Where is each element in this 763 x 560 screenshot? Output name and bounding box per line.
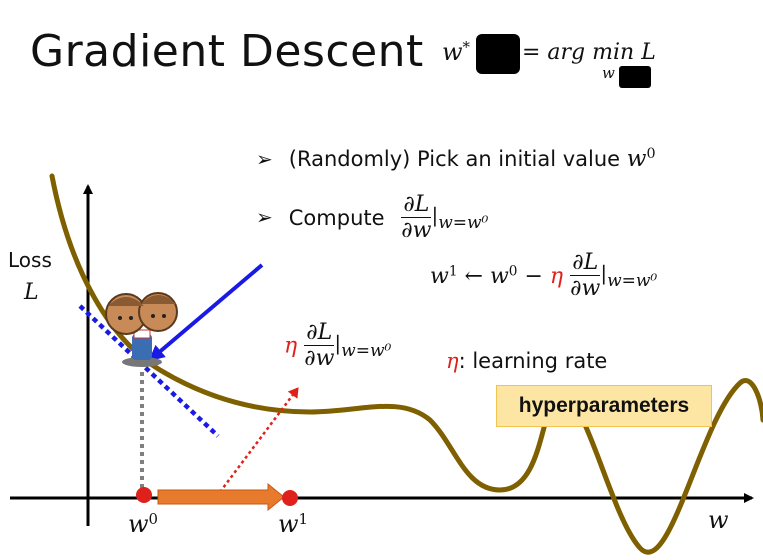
loss-curve (49, 173, 763, 555)
objective-rhs-prefix: = arg min (522, 40, 635, 65)
objective-rhs-var: L (641, 40, 656, 65)
compute-fraction: ∂L ∂w (401, 192, 432, 244)
x-axis-label: w (708, 506, 729, 534)
frac-num: ∂L (570, 250, 601, 277)
bullet-marker: ➢ (256, 147, 273, 171)
bullet-math-sup: 0 (646, 146, 656, 163)
w0-label-var: w (128, 510, 149, 539)
frac-den: ∂w (570, 276, 601, 302)
eval-sub: w=w⁰ (607, 270, 658, 291)
learning-rate-eta: η (446, 349, 459, 373)
step-label: η ∂L ∂w |w=w⁰ (284, 320, 391, 372)
frac-num: ∂L (401, 192, 432, 219)
step-fraction: ∂L ∂w (304, 320, 335, 372)
w1-label: w1 (278, 510, 308, 538)
update-fraction: ∂L ∂w (570, 250, 601, 302)
w1-label-sup: 1 (298, 510, 309, 528)
objective-under: w (602, 64, 615, 82)
w1-point (282, 490, 298, 506)
update-w0-sup: 0 (508, 263, 518, 280)
objective-lhs-sup: * (462, 38, 470, 56)
learning-rate-label: η: learning rate (446, 349, 607, 373)
frac-den: ∂w (401, 218, 432, 244)
update-w0: w (489, 263, 509, 289)
update-arrow: ← (464, 263, 483, 289)
frac-den: ∂w (304, 346, 335, 372)
objective-rhs: = arg min L (522, 40, 656, 65)
eval-sub: w=w⁰ (438, 212, 489, 233)
tangent-line (78, 304, 220, 438)
gradient-arrow (148, 263, 264, 362)
w0-label-sup: 0 (148, 510, 159, 528)
update-minus: − (524, 263, 543, 289)
character-icon (105, 292, 178, 367)
objective-formula: w* (442, 38, 470, 66)
step-dotted-arrow (219, 387, 299, 493)
eval-bar: | (600, 260, 608, 285)
eval-bar: | (431, 202, 439, 227)
eval-bar: | (334, 330, 342, 355)
update-lhs: w (430, 263, 449, 289)
bullet-pick-initial: ➢ (Randomly) Pick an initial value w0 (256, 146, 656, 172)
w1-label-var: w (278, 510, 299, 539)
bullet-text: (Randomly) Pick an initial value (288, 147, 621, 171)
eval-sub: w=w⁰ (341, 340, 392, 361)
update-rule: w1 ← w0 − η ∂L ∂w |w=w⁰ (430, 250, 657, 302)
update-lhs-sup: 1 (448, 263, 458, 280)
hyperparameters-badge: hyperparameters (496, 385, 712, 427)
objective-lhs: w (442, 38, 463, 67)
bullet-text: Compute (288, 205, 385, 230)
bullet-compute: ➢ Compute ∂L ∂w |w=w⁰ (256, 192, 488, 244)
step-arrow (157, 482, 285, 512)
frac-num: ∂L (304, 320, 335, 347)
learning-rate-text: : learning rate (458, 349, 608, 373)
bullet-marker: ➢ (256, 204, 273, 229)
w0-point (136, 487, 152, 503)
y-axis-label-loss: Loss (8, 248, 52, 272)
update-eta: η (549, 263, 564, 289)
w0-label: w0 (128, 510, 158, 538)
step-eta: η (284, 333, 298, 359)
bullet-math-var: w (626, 146, 647, 172)
y-axis-label-l: L (24, 280, 39, 305)
redaction-box (476, 34, 520, 74)
slide-title: Gradient Descent (30, 26, 424, 77)
redaction-box-small (619, 66, 651, 88)
